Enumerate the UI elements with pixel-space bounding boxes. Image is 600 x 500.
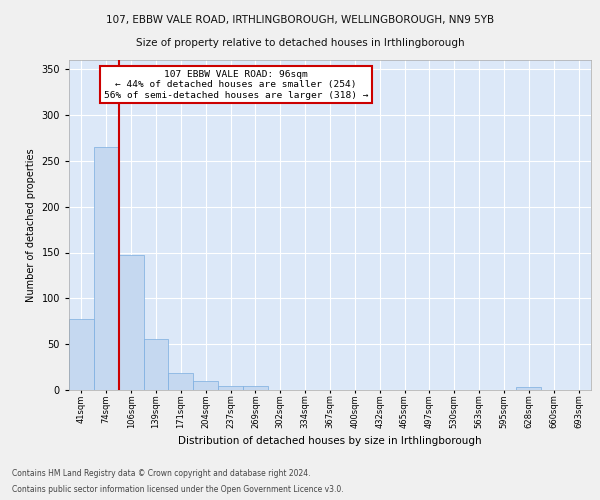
Y-axis label: Number of detached properties: Number of detached properties (26, 148, 36, 302)
Text: 107 EBBW VALE ROAD: 96sqm
← 44% of detached houses are smaller (254)
56% of semi: 107 EBBW VALE ROAD: 96sqm ← 44% of detac… (104, 70, 368, 100)
Bar (169, 372, 193, 390)
Bar (94, 147, 119, 390)
Text: Contains public sector information licensed under the Open Government Licence v3: Contains public sector information licen… (12, 485, 344, 494)
Bar (119, 255, 143, 390)
X-axis label: Distribution of detached houses by size in Irthlingborough: Distribution of detached houses by size … (178, 436, 482, 446)
Text: Size of property relative to detached houses in Irthlingborough: Size of property relative to detached ho… (136, 38, 464, 48)
Text: 107, EBBW VALE ROAD, IRTHLINGBOROUGH, WELLINGBOROUGH, NN9 5YB: 107, EBBW VALE ROAD, IRTHLINGBOROUGH, WE… (106, 15, 494, 25)
Bar (517, 387, 541, 390)
Bar (193, 381, 218, 390)
Bar (243, 386, 268, 390)
Bar (218, 386, 243, 390)
Bar (143, 338, 169, 390)
Bar (69, 318, 94, 390)
Text: Contains HM Land Registry data © Crown copyright and database right 2024.: Contains HM Land Registry data © Crown c… (12, 468, 311, 477)
